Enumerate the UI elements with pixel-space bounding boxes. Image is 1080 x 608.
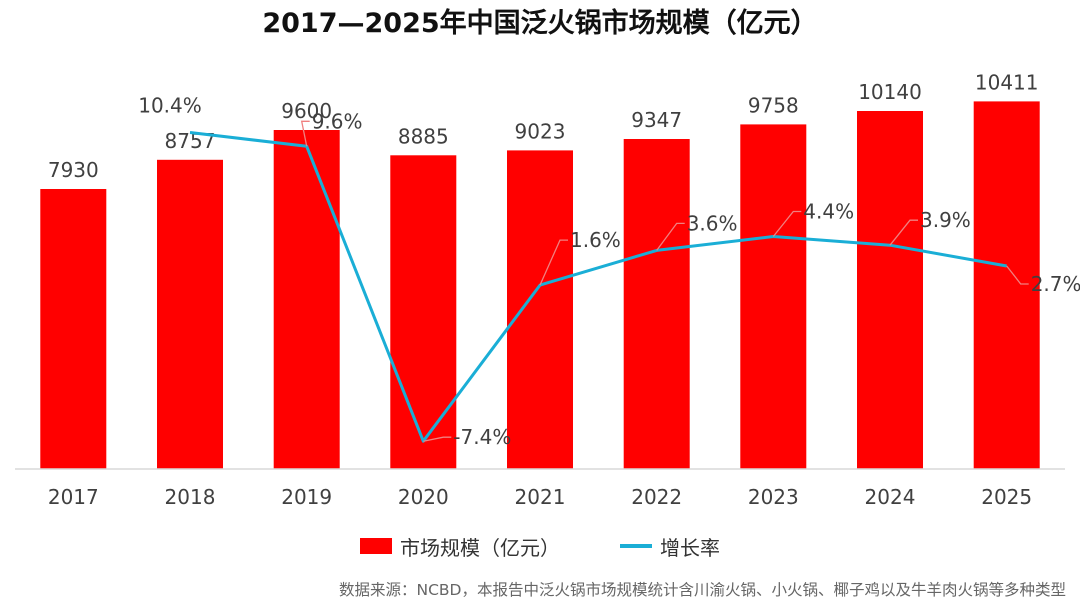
growth-rate-line bbox=[189, 131, 1007, 443]
growth-value-label-2019: 9.6% bbox=[312, 109, 363, 133]
source-note: 数据来源：NCBD，本报告中泛火锅市场规模统计含川渝火锅、小火锅、椰子鸡以及牛羊… bbox=[339, 581, 1066, 599]
bar-2022 bbox=[623, 139, 690, 469]
legend-swatch-line bbox=[620, 544, 652, 548]
bar-2018 bbox=[157, 159, 223, 470]
bar-value-label-2025: 10411 bbox=[975, 70, 1039, 94]
bar-2019 bbox=[273, 130, 340, 469]
bar-value-label-2024: 10140 bbox=[858, 80, 922, 104]
bar-2025 bbox=[973, 101, 1040, 470]
growth-leader-line-2021 bbox=[539, 239, 568, 286]
x-tick-label-2023: 2023 bbox=[748, 485, 799, 509]
bar-2021 bbox=[507, 150, 573, 469]
growth-value-label-2023: 4.4% bbox=[803, 200, 854, 224]
legend-item-growth-rate[interactable]: 增长率 bbox=[620, 532, 720, 561]
bars-layer: 7930 8757 9600 8885 9023 9347 9758 10140 10411 bbox=[40, 70, 1040, 470]
legend-label-market-size: 市场规模（亿元） bbox=[400, 535, 560, 560]
x-tick-label-2022: 2022 bbox=[631, 485, 682, 509]
growth-value-label-2024: 3.9% bbox=[920, 208, 971, 232]
growth-value-label-2020: -7.4% bbox=[453, 425, 511, 449]
growth-line-layer: 10.4% 9.6% -7.4% 1.6% 3.6% 4.4% 3.9% 2.7% bbox=[138, 94, 1080, 450]
growth-value-label-2021: 1.6% bbox=[570, 228, 621, 252]
x-tick-label-2021: 2021 bbox=[515, 485, 566, 509]
growth-leader-line-2019 bbox=[300, 120, 310, 147]
bar-value-label-2018: 8757 bbox=[165, 129, 216, 153]
bar-2024 bbox=[857, 111, 923, 469]
x-tick-label-2018: 2018 bbox=[165, 485, 216, 509]
chart-plot: 7930 8757 9600 8885 9023 9347 9758 10140 10411 2… bbox=[15, 70, 1080, 509]
growth-leader-line-2023 bbox=[772, 210, 802, 237]
bar-2023 bbox=[740, 124, 807, 470]
growth-leader-line-2025 bbox=[1006, 265, 1029, 285]
legend: 市场规模（亿元） 增长率 bbox=[0, 528, 1080, 564]
x-tick-label-2017: 2017 bbox=[48, 485, 99, 509]
bar-value-label-2020: 8885 bbox=[398, 124, 449, 148]
growth-value-label-2022: 3.6% bbox=[687, 211, 738, 235]
bar-2017 bbox=[40, 189, 107, 469]
growth-leader-line-2020 bbox=[423, 436, 452, 442]
legend-swatch-bar bbox=[360, 538, 392, 554]
growth-value-label-2018: 10.4% bbox=[138, 94, 202, 118]
bar-value-label-2017: 7930 bbox=[48, 158, 99, 182]
x-tick-label-2020: 2020 bbox=[398, 485, 449, 509]
growth-value-label-2025: 2.7% bbox=[1031, 272, 1080, 296]
bar-value-label-2019: 9600 bbox=[281, 99, 332, 123]
x-tick-label-2019: 2019 bbox=[281, 485, 332, 509]
growth-leader-line-2022 bbox=[656, 222, 685, 251]
legend-item-market-size[interactable]: 市场规模（亿元） bbox=[360, 532, 560, 561]
x-tick-label-2024: 2024 bbox=[865, 485, 916, 509]
x-ticks-layer: 2017 2018 2019 2020 2021 2022 2023 2024 2025 bbox=[48, 485, 1032, 509]
chart-title: 2017—2025年中国泛火锅市场规模（亿元） bbox=[262, 8, 818, 39]
legend-label-growth-rate: 增长率 bbox=[660, 535, 720, 560]
bar-2020 bbox=[390, 155, 457, 470]
x-tick-label-2025: 2025 bbox=[981, 485, 1032, 509]
bar-value-label-2022: 9347 bbox=[631, 108, 682, 132]
bar-value-label-2023: 9758 bbox=[748, 93, 799, 117]
bar-value-label-2021: 9023 bbox=[515, 119, 566, 143]
growth-leader-line-2024 bbox=[889, 219, 918, 246]
